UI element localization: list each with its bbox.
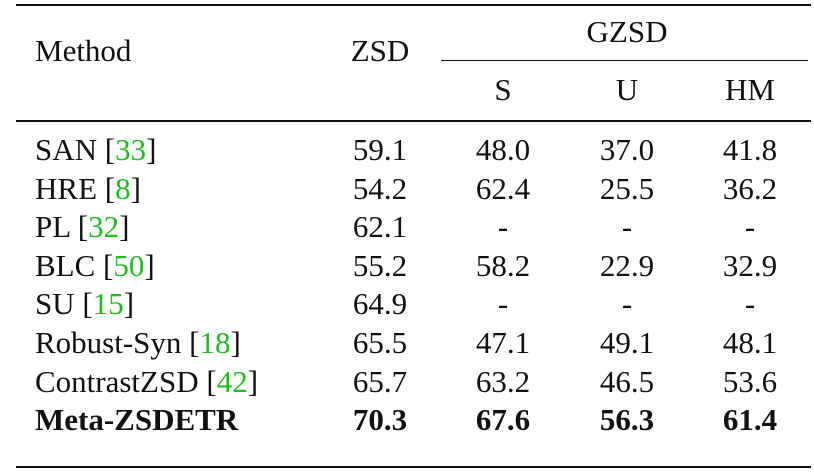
zsd-cell: 65.7 bbox=[352, 363, 408, 399]
u-cell: - bbox=[621, 209, 633, 245]
citation-link[interactable]: 33 bbox=[115, 132, 147, 167]
citation-link[interactable]: 32 bbox=[88, 209, 120, 245]
s-cell: - bbox=[497, 209, 509, 245]
s-cell: - bbox=[497, 286, 509, 322]
method-cell: ContrastZSD [42] bbox=[35, 363, 259, 399]
citation-link[interactable]: 15 bbox=[92, 286, 124, 322]
s-cell: 47.1 bbox=[475, 325, 531, 360]
s-cell: 58.2 bbox=[475, 247, 531, 283]
hm-cell: 61.4 bbox=[722, 402, 778, 438]
zsd-cell: 64.9 bbox=[352, 286, 408, 322]
method-cell: SAN [33] bbox=[35, 132, 157, 167]
zsd-cell: 70.3 bbox=[352, 402, 408, 438]
hm-cell: 53.6 bbox=[722, 363, 778, 399]
hm-cell: 36.2 bbox=[722, 170, 778, 206]
s-cell: 48.0 bbox=[475, 132, 531, 167]
method-name: BLC bbox=[35, 247, 96, 283]
s-cell: 63.2 bbox=[475, 363, 531, 399]
s-cell: 67.6 bbox=[475, 402, 531, 438]
method-cell: SU [15] bbox=[35, 286, 135, 322]
u-cell: 22.9 bbox=[599, 247, 655, 283]
u-cell: - bbox=[621, 286, 633, 322]
u-cell: 56.3 bbox=[599, 402, 655, 438]
citation-link[interactable]: 8 bbox=[115, 170, 131, 206]
u-cell: 46.5 bbox=[599, 363, 655, 399]
method-name: ContrastZSD bbox=[35, 363, 199, 399]
gzsd-rule bbox=[441, 60, 808, 61]
header-zsd: ZSD bbox=[350, 33, 410, 68]
citation-link[interactable]: 50 bbox=[113, 247, 145, 283]
top-rule bbox=[16, 4, 811, 6]
zsd-cell: 55.2 bbox=[352, 247, 408, 283]
method-name: SU bbox=[35, 286, 75, 322]
method-cell: Robust-Syn [18] bbox=[35, 325, 241, 360]
header-hm: HM bbox=[725, 72, 775, 107]
header-gzsd: GZSD bbox=[586, 14, 668, 49]
zsd-cell: 59.1 bbox=[352, 132, 408, 167]
hm-cell: 32.9 bbox=[722, 247, 778, 283]
u-cell: 25.5 bbox=[599, 170, 655, 206]
bottom-rule bbox=[16, 466, 811, 468]
method-name: SAN bbox=[35, 132, 98, 167]
method-name: HRE bbox=[35, 170, 97, 206]
hm-cell: 48.1 bbox=[722, 325, 778, 360]
header-s: S bbox=[494, 72, 512, 107]
method-cell: Meta-ZSDETR bbox=[35, 402, 238, 438]
s-cell: 62.4 bbox=[475, 170, 531, 206]
method-name: PL bbox=[35, 209, 71, 245]
u-cell: 37.0 bbox=[599, 132, 655, 167]
method-name: Robust-Syn bbox=[35, 325, 182, 360]
zsd-cell: 54.2 bbox=[352, 170, 408, 206]
method-cell: PL [32] bbox=[35, 209, 130, 245]
hm-cell: - bbox=[744, 286, 756, 322]
header-method: Method bbox=[35, 33, 132, 68]
u-cell: 49.1 bbox=[599, 325, 655, 360]
method-name: Meta-ZSDETR bbox=[35, 402, 239, 438]
citation-link[interactable]: 42 bbox=[216, 363, 248, 399]
header-u: U bbox=[615, 72, 639, 107]
method-cell: BLC [50] bbox=[35, 247, 155, 283]
zsd-cell: 62.1 bbox=[352, 209, 408, 245]
method-cell: HRE [8] bbox=[35, 170, 141, 206]
hm-cell: 41.8 bbox=[722, 132, 778, 167]
hm-cell: - bbox=[744, 209, 756, 245]
header-rule bbox=[16, 120, 811, 122]
citation-link[interactable]: 18 bbox=[199, 325, 231, 360]
zsd-cell: 65.5 bbox=[352, 325, 408, 360]
